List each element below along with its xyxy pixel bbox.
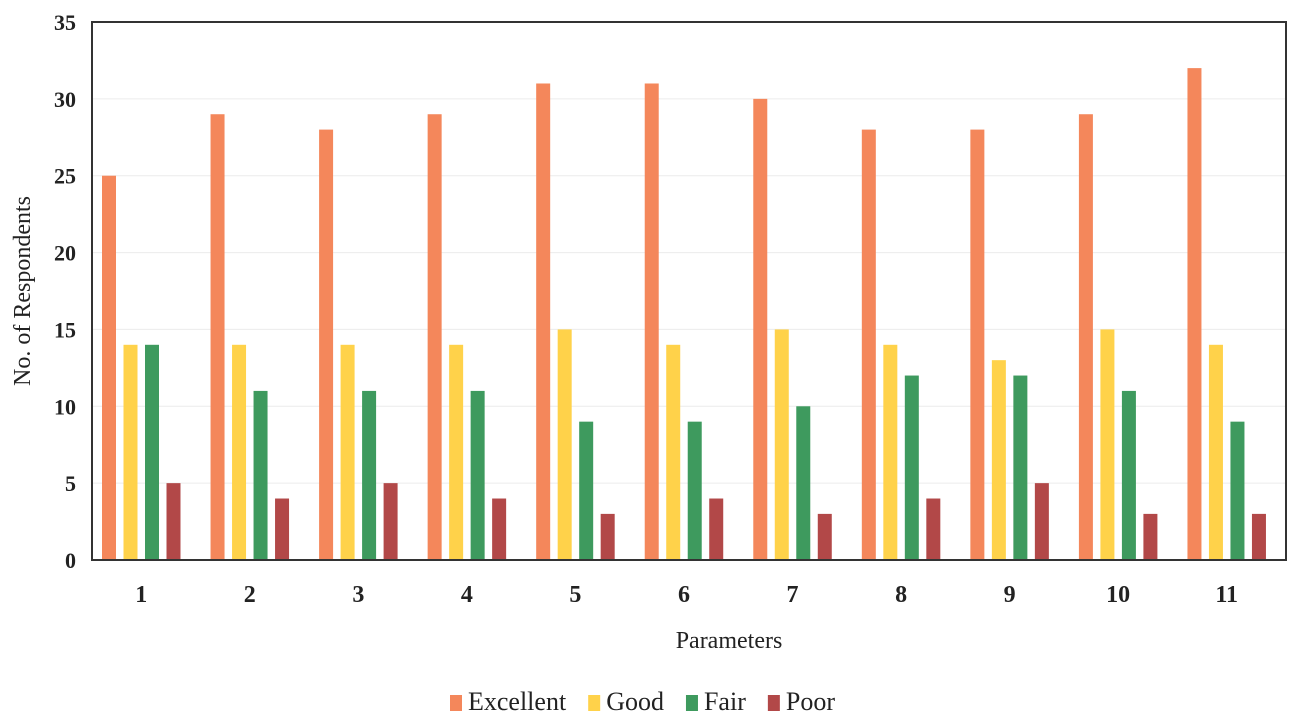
bar-good-4 bbox=[449, 344, 464, 560]
y-tick-label: 30 bbox=[54, 87, 76, 112]
bar-poor-3 bbox=[383, 483, 398, 560]
x-tick-label: 4 bbox=[461, 582, 473, 608]
bar-poor-6 bbox=[709, 498, 724, 560]
bar-good-7 bbox=[774, 329, 789, 560]
bar-fair-1 bbox=[145, 344, 159, 560]
bar-excellent-9 bbox=[970, 129, 985, 560]
bar-excellent-2 bbox=[210, 114, 225, 560]
legend-swatch-excellent bbox=[450, 695, 462, 711]
legend-swatch-good bbox=[588, 695, 601, 711]
bar-poor-1 bbox=[166, 483, 181, 560]
x-tick-label: 6 bbox=[678, 582, 690, 608]
bar-fair-10 bbox=[1121, 390, 1136, 560]
bar-good-2 bbox=[232, 344, 247, 560]
bar-good-9 bbox=[991, 360, 1006, 560]
bar-good-6 bbox=[666, 344, 681, 560]
bar-fair-5 bbox=[579, 421, 594, 560]
x-tick-label: 11 bbox=[1215, 582, 1238, 608]
bar-fair-7 bbox=[796, 406, 811, 560]
x-tick-label: 1 bbox=[135, 582, 147, 608]
bar-excellent-6 bbox=[644, 83, 659, 560]
bar-fair-4 bbox=[470, 390, 485, 560]
legend-swatch-poor bbox=[767, 695, 780, 711]
bar-good-10 bbox=[1100, 329, 1115, 560]
y-tick-label: 15 bbox=[54, 317, 76, 342]
x-axis-title: Parameters bbox=[676, 628, 783, 654]
y-tick-label: 0 bbox=[65, 548, 76, 573]
y-axis-ticks: 0 5 10 15 20 25 30 35 bbox=[54, 10, 76, 573]
x-tick-label: 7 bbox=[787, 582, 799, 608]
bar-excellent-11 bbox=[1187, 68, 1202, 560]
y-tick-label: 10 bbox=[54, 394, 76, 419]
legend: Excellent Good Fair Poor bbox=[450, 687, 835, 716]
bar-good-1 bbox=[123, 344, 138, 560]
legend-label-excellent: Excellent bbox=[468, 687, 567, 716]
y-tick-label: 35 bbox=[54, 10, 76, 35]
bar-poor-10 bbox=[1143, 513, 1158, 560]
y-tick-label: 5 bbox=[65, 471, 76, 496]
x-tick-label: 9 bbox=[1004, 582, 1016, 608]
bar-good-3 bbox=[340, 344, 355, 560]
legend-label-good: Good bbox=[606, 687, 664, 716]
x-tick-label: 3 bbox=[352, 582, 364, 608]
bar-good-8 bbox=[883, 344, 898, 560]
bar-excellent-7 bbox=[753, 98, 768, 560]
bar-excellent-4 bbox=[427, 114, 442, 560]
bar-poor-5 bbox=[600, 513, 615, 560]
bar-fair-2 bbox=[253, 390, 268, 560]
bar-good-11 bbox=[1208, 344, 1223, 560]
x-axis-ticks: 1 2 3 4 5 6 7 8 9 10 11 bbox=[135, 582, 1238, 608]
bar-fair-9 bbox=[1013, 375, 1028, 560]
bar-good-5 bbox=[557, 329, 572, 560]
bar-fair-8 bbox=[904, 375, 919, 560]
legend-label-fair: Fair bbox=[704, 687, 746, 716]
bar-fair-11 bbox=[1230, 421, 1245, 560]
bar-poor-11 bbox=[1251, 513, 1266, 560]
x-tick-label: 2 bbox=[244, 582, 256, 608]
bar-fair-3 bbox=[362, 390, 377, 560]
bar-fair-6 bbox=[687, 421, 702, 560]
x-tick-label: 10 bbox=[1106, 582, 1130, 608]
bar-excellent-3 bbox=[319, 129, 334, 560]
y-tick-label: 20 bbox=[54, 241, 76, 266]
bar-poor-7 bbox=[817, 513, 832, 560]
y-axis-title: No. of Respondents bbox=[10, 196, 36, 386]
x-tick-label: 8 bbox=[895, 582, 907, 608]
legend-label-poor: Poor bbox=[786, 687, 835, 716]
bar-poor-8 bbox=[926, 498, 941, 560]
bar-excellent-8 bbox=[861, 129, 876, 560]
bar-poor-4 bbox=[492, 498, 507, 560]
legend-swatch-fair bbox=[685, 695, 698, 711]
x-tick-label: 5 bbox=[569, 582, 581, 608]
bars bbox=[102, 68, 1266, 560]
bar-excellent-5 bbox=[536, 83, 551, 560]
bar-excellent-1 bbox=[102, 175, 116, 560]
bar-poor-2 bbox=[275, 498, 290, 560]
bar-excellent-10 bbox=[1078, 114, 1093, 560]
bar-poor-9 bbox=[1034, 483, 1049, 560]
y-tick-label: 25 bbox=[54, 164, 76, 189]
